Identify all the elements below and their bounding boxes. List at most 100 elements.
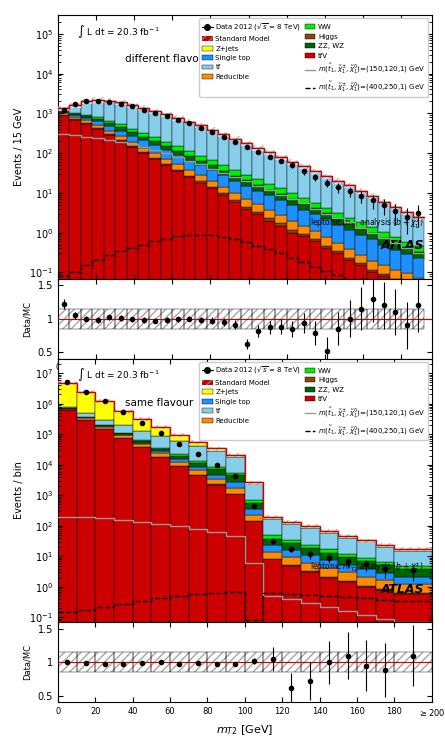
- Bar: [133, 652, 151, 672]
- Bar: [367, 193, 378, 199]
- Bar: [138, 152, 150, 153]
- Bar: [114, 425, 133, 433]
- Bar: [378, 238, 390, 244]
- Bar: [218, 131, 230, 137]
- Bar: [332, 244, 344, 251]
- Bar: [133, 419, 151, 430]
- Bar: [298, 210, 310, 226]
- Bar: [161, 150, 172, 159]
- Bar: [218, 187, 230, 193]
- Bar: [184, 151, 195, 156]
- Bar: [376, 590, 394, 747]
- Bar: [58, 652, 77, 672]
- Bar: [58, 381, 77, 385]
- Bar: [287, 199, 298, 205]
- Bar: [394, 584, 432, 592]
- Bar: [114, 409, 133, 412]
- Bar: [252, 309, 264, 329]
- Bar: [77, 652, 95, 672]
- Bar: [58, 383, 77, 406]
- Bar: [189, 440, 207, 444]
- Bar: [115, 137, 126, 140]
- Bar: [104, 123, 115, 126]
- Bar: [344, 185, 356, 217]
- Bar: [245, 509, 263, 515]
- Bar: [263, 519, 282, 536]
- Bar: [344, 217, 356, 223]
- Bar: [263, 536, 282, 539]
- Bar: [275, 309, 287, 329]
- Bar: [207, 451, 226, 467]
- Bar: [241, 143, 252, 175]
- Bar: [184, 309, 195, 329]
- Bar: [77, 652, 95, 672]
- Bar: [69, 114, 81, 115]
- Bar: [115, 100, 126, 105]
- Text: different flavour: different flavour: [125, 55, 210, 64]
- Bar: [310, 208, 321, 214]
- Bar: [401, 285, 413, 747]
- Bar: [282, 652, 301, 672]
- Bar: [184, 119, 195, 124]
- Bar: [356, 309, 367, 329]
- Bar: [170, 462, 189, 466]
- Bar: [245, 652, 263, 672]
- Bar: [230, 202, 241, 747]
- Bar: [195, 161, 206, 165]
- Bar: [138, 153, 150, 747]
- Bar: [344, 183, 356, 188]
- Bar: [401, 273, 413, 282]
- Bar: [298, 164, 310, 169]
- Bar: [241, 208, 252, 747]
- Bar: [338, 652, 357, 672]
- Bar: [81, 101, 92, 114]
- Bar: [95, 652, 114, 672]
- Bar: [321, 174, 332, 179]
- Bar: [310, 232, 321, 239]
- Bar: [245, 484, 263, 500]
- Bar: [207, 479, 226, 484]
- Bar: [104, 101, 115, 121]
- Bar: [357, 542, 376, 558]
- Bar: [320, 560, 338, 568]
- Bar: [77, 413, 95, 417]
- Bar: [344, 261, 356, 747]
- Bar: [206, 128, 218, 133]
- Bar: [58, 409, 77, 410]
- Bar: [161, 142, 172, 146]
- Bar: [207, 485, 226, 747]
- Bar: [332, 309, 344, 329]
- Bar: [184, 161, 195, 170]
- Bar: [301, 562, 320, 571]
- Bar: [114, 411, 133, 425]
- Legend: Data 2012 ($\sqrt{s}$ = 8 TeV), Standard Model, Z+jets, Single top, tf, Reducibl: Data 2012 ($\sqrt{s}$ = 8 TeV), Standard…: [199, 19, 428, 97]
- Bar: [92, 97, 104, 102]
- Bar: [275, 157, 287, 188]
- Bar: [310, 202, 321, 208]
- Bar: [241, 199, 252, 207]
- Bar: [126, 135, 138, 142]
- Bar: [150, 309, 161, 329]
- Bar: [126, 132, 138, 135]
- Bar: [115, 140, 126, 141]
- Bar: [151, 426, 170, 430]
- Bar: [282, 521, 301, 524]
- Bar: [310, 309, 321, 329]
- Bar: [114, 438, 133, 747]
- Bar: [338, 554, 357, 557]
- Bar: [356, 235, 367, 255]
- Bar: [172, 171, 184, 747]
- Bar: [401, 254, 413, 273]
- Bar: [170, 441, 189, 454]
- Bar: [320, 652, 338, 672]
- Bar: [241, 181, 252, 186]
- Bar: [189, 652, 207, 672]
- Text: ATLAS: ATLAS: [380, 239, 424, 252]
- Bar: [172, 309, 184, 329]
- Bar: [321, 208, 332, 214]
- Bar: [332, 181, 344, 213]
- Bar: [69, 117, 81, 119]
- Bar: [338, 565, 357, 572]
- Bar: [81, 123, 92, 124]
- Bar: [390, 244, 401, 250]
